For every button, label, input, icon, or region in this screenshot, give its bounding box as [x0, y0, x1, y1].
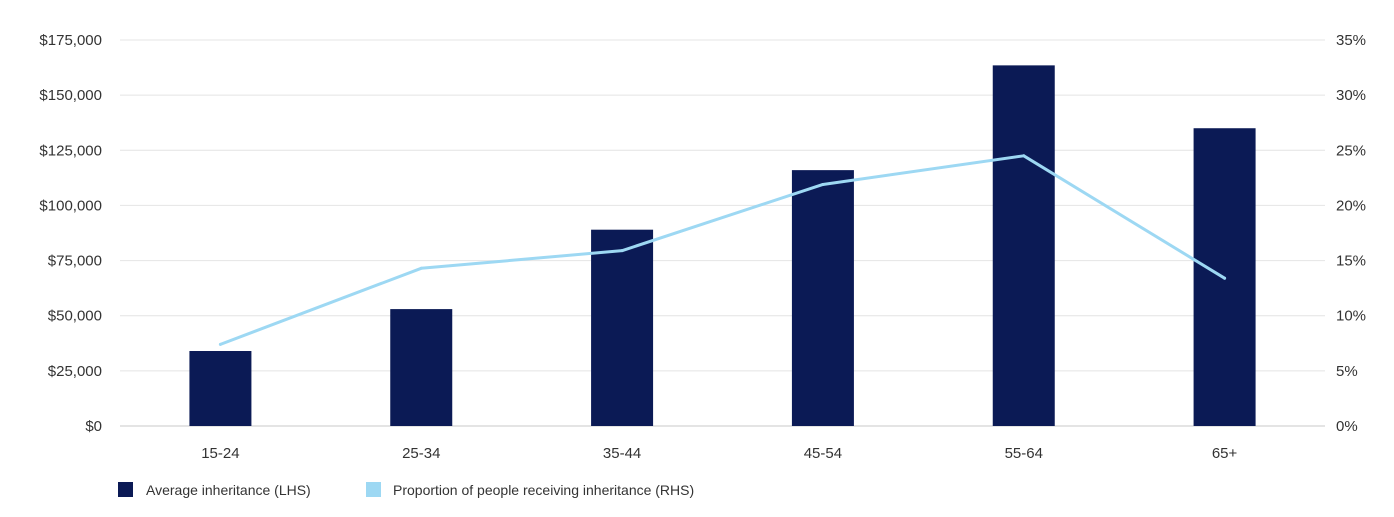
y-left-tick-label: $75,000 — [48, 253, 102, 270]
line-point-35-44 — [620, 249, 624, 253]
right-axis: 0% 5% 10% 15% 20% 25% 30% 35% — [1336, 32, 1366, 435]
y-right-tick-label: 5% — [1336, 363, 1358, 380]
x-tick-label: 35-44 — [603, 445, 641, 462]
legend-swatch-line — [366, 482, 381, 497]
x-tick-label: 45-54 — [804, 445, 842, 462]
y-right-tick-label: 0% — [1336, 418, 1358, 435]
y-left-tick-label: $125,000 — [39, 142, 102, 159]
y-right-tick-label: 30% — [1336, 87, 1366, 104]
gridlines — [120, 39, 1325, 427]
y-right-tick-label: 25% — [1336, 142, 1366, 159]
bar-15-24 — [189, 351, 252, 426]
y-left-tick-label: $25,000 — [48, 363, 102, 380]
left-axis: $0 $25,000 $50,000 $75,000 $100,000 $125,000 $… — [39, 32, 102, 435]
line-point-15-24 — [218, 342, 222, 346]
proportion-line — [218, 154, 1227, 346]
line-point-45-54 — [821, 182, 825, 186]
y-right-tick-label: 20% — [1336, 197, 1366, 214]
y-right-tick-label: 10% — [1336, 308, 1366, 325]
line-series — [218, 154, 1227, 346]
bar-series — [189, 65, 1256, 426]
line-point-25-34 — [419, 266, 423, 270]
x-tick-label: 25-34 — [402, 445, 440, 462]
legend-label-bars: Average inheritance (LHS) — [146, 482, 311, 498]
legend-swatch-bars — [118, 482, 133, 497]
bar-35-44 — [591, 229, 654, 426]
y-right-tick-label: 35% — [1336, 32, 1366, 49]
line-point-65+ — [1223, 276, 1227, 280]
y-left-tick-label: $175,000 — [39, 32, 102, 49]
bar-45-54 — [791, 170, 854, 426]
x-tick-label: 65+ — [1212, 445, 1238, 462]
legend: Average inheritance (LHS) Proportion of … — [118, 482, 694, 498]
bar-55-64 — [992, 65, 1055, 426]
y-right-tick-label: 15% — [1336, 253, 1366, 270]
y-left-tick-label: $150,000 — [39, 87, 102, 104]
y-left-tick-label: $100,000 — [39, 197, 102, 214]
y-left-tick-label: $50,000 — [48, 308, 102, 325]
x-tick-label: 55-64 — [1005, 445, 1043, 462]
x-tick-label: 15-24 — [201, 445, 239, 462]
x-axis: 15-24 25-34 35-44 45-54 55-64 65+ — [201, 445, 1237, 462]
bar-25-34 — [390, 309, 453, 426]
line-point-55-64 — [1022, 154, 1026, 158]
legend-label-line: Proportion of people receiving inheritan… — [393, 482, 694, 498]
y-left-tick-label: $0 — [85, 418, 102, 435]
